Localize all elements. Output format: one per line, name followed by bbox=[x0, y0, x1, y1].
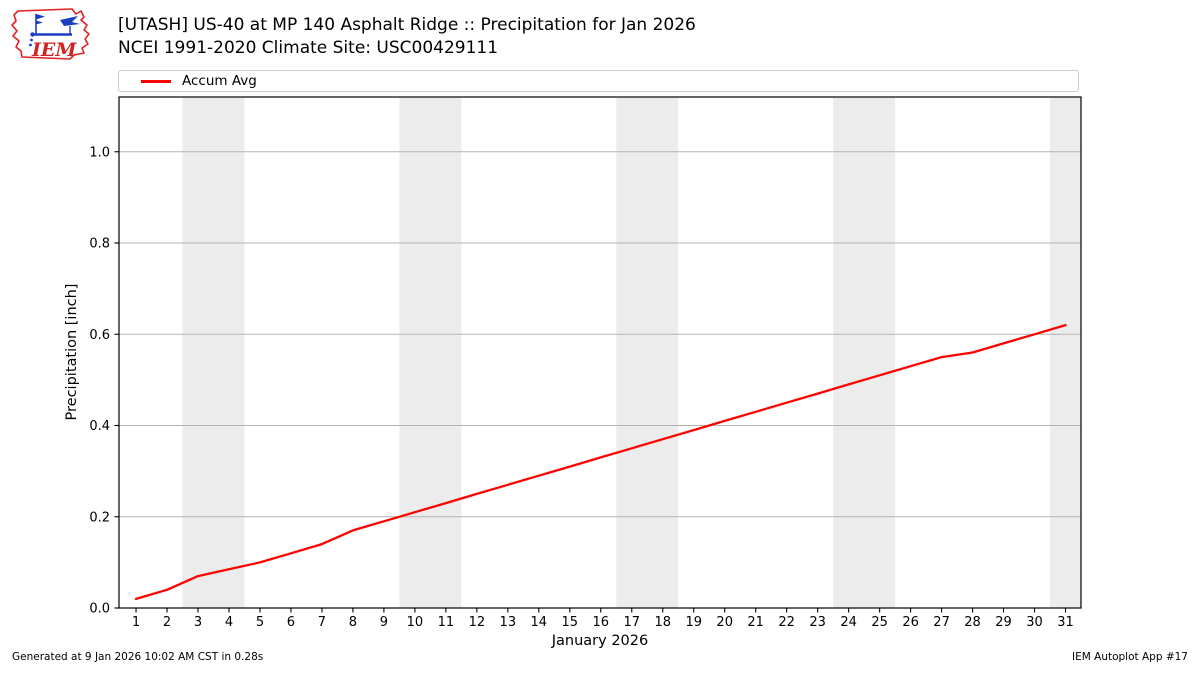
legend: Accum Avg bbox=[118, 70, 1079, 92]
weather-vane-icon bbox=[29, 14, 80, 47]
x-tick-label: 18 bbox=[654, 615, 671, 630]
footer-app-text: IEM Autoplot App #17 bbox=[1072, 651, 1188, 663]
x-tick-label: 14 bbox=[531, 615, 548, 630]
weekend-band bbox=[399, 97, 462, 608]
x-tick-label: 8 bbox=[349, 615, 357, 630]
weekend-band bbox=[833, 97, 896, 608]
weekend-band bbox=[616, 97, 679, 608]
x-axis-label: January 2026 bbox=[551, 633, 649, 649]
iem-logo-text: IEM bbox=[31, 39, 77, 61]
x-tick-label: 12 bbox=[469, 615, 486, 630]
accum-avg-line bbox=[134, 323, 1067, 601]
x-tick-label: 25 bbox=[871, 615, 888, 630]
x-tick-label: 28 bbox=[964, 615, 981, 630]
x-tick-label: 2 bbox=[163, 615, 171, 630]
y-tick-label: 0.4 bbox=[89, 419, 110, 434]
x-tick-label: 24 bbox=[840, 615, 857, 630]
x-tick-label: 7 bbox=[318, 615, 326, 630]
iem-logo: IEM bbox=[8, 5, 102, 63]
x-tick-label: 19 bbox=[685, 615, 702, 630]
chart-subtitle: NCEI 1991-2020 Climate Site: USC00429111 bbox=[118, 38, 499, 58]
x-tick-label: 27 bbox=[933, 615, 950, 630]
x-tick-label: 9 bbox=[380, 615, 388, 630]
weekend-band bbox=[182, 97, 245, 608]
x-tick-label: 17 bbox=[623, 615, 640, 630]
footer-generated-text: Generated at 9 Jan 2026 10:02 AM CST in … bbox=[12, 651, 264, 663]
x-tick-label: 1 bbox=[132, 615, 140, 630]
legend-line-swatch bbox=[141, 79, 171, 83]
y-tick-label: 1.0 bbox=[89, 145, 110, 160]
y-axis-label: Precipitation [inch] bbox=[64, 283, 80, 421]
x-tick-label: 16 bbox=[593, 615, 610, 630]
x-tick-label: 13 bbox=[500, 615, 517, 630]
x-tick-label: 5 bbox=[256, 615, 264, 630]
x-tick-label: 6 bbox=[287, 615, 295, 630]
x-tick-label: 10 bbox=[407, 615, 424, 630]
y-tick-label: 0.8 bbox=[89, 237, 110, 252]
y-tick-label: 0.2 bbox=[89, 510, 110, 525]
chart-title: [UTASH] US-40 at MP 140 Asphalt Ridge ::… bbox=[118, 15, 696, 35]
y-tick-label: 0.0 bbox=[89, 602, 110, 617]
legend-label: Accum Avg bbox=[182, 73, 257, 89]
x-tick-label: 20 bbox=[716, 615, 733, 630]
x-tick-label: 22 bbox=[778, 615, 795, 630]
x-tick-label: 23 bbox=[809, 615, 826, 630]
y-tick-label: 0.6 bbox=[89, 328, 110, 343]
plot-border bbox=[118, 96, 1082, 609]
x-tick-label: 31 bbox=[1057, 615, 1074, 630]
x-tick-label: 29 bbox=[995, 615, 1012, 630]
x-tick-label: 15 bbox=[562, 615, 579, 630]
x-tick-label: 3 bbox=[194, 615, 202, 630]
x-tick-label: 21 bbox=[747, 615, 764, 630]
x-tick-label: 30 bbox=[1026, 615, 1043, 630]
x-tick-label: 26 bbox=[902, 615, 919, 630]
chart-title-block: [UTASH] US-40 at MP 140 Asphalt Ridge ::… bbox=[118, 14, 696, 60]
iem-logo-graphic: IEM bbox=[11, 8, 90, 61]
x-tick-label: 11 bbox=[438, 615, 455, 630]
x-tick-label: 4 bbox=[225, 615, 233, 630]
weekend-band bbox=[1050, 97, 1081, 608]
